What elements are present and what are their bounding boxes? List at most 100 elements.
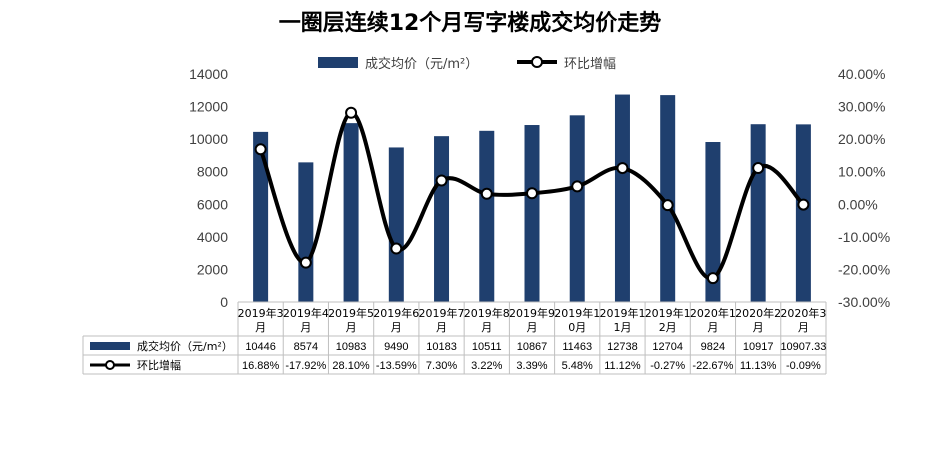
data-label-line: 3.22% xyxy=(471,360,502,372)
x-tick-label: 2019年1 xyxy=(599,306,645,320)
bar xyxy=(569,115,585,302)
table-row-label: 环比增幅 xyxy=(137,358,181,372)
line-point xyxy=(480,187,493,200)
y-left-tick-label: 6000 xyxy=(197,196,228,212)
x-tick-label: 2020年3 xyxy=(780,306,826,320)
line-point xyxy=(299,256,312,269)
y-right-tick-label: 0.00% xyxy=(838,196,878,212)
data-label-line: -22.67% xyxy=(692,360,733,372)
data-label-bar: 12738 xyxy=(607,341,638,353)
table-legend-marker xyxy=(105,360,115,370)
chart-title: 一圈层连续12个月写字楼成交均价走势 xyxy=(279,10,662,36)
legend-marker-line xyxy=(531,56,543,68)
y-right-tick-label: 40.00% xyxy=(838,66,885,82)
data-label-line: 11.12% xyxy=(604,360,641,372)
bar xyxy=(388,147,404,302)
x-tick-label: 2020年2 xyxy=(735,306,781,320)
data-label-line: 11.13% xyxy=(740,360,777,372)
table-legend-bar xyxy=(90,342,130,350)
y-left-tick-label: 4000 xyxy=(197,229,228,245)
line-point xyxy=(435,174,448,187)
line-point xyxy=(661,199,674,212)
x-tick-label: 2019年8 xyxy=(464,306,510,320)
line-point xyxy=(526,187,538,200)
bar xyxy=(253,131,269,302)
bar xyxy=(660,95,676,302)
x-tick-label: 2019年9 xyxy=(509,306,555,320)
line-point xyxy=(752,162,765,175)
x-tick-label: 1月 xyxy=(613,321,631,334)
legend-swatch-bar xyxy=(318,57,358,68)
data-label-bar: 10907.33 xyxy=(780,341,826,353)
x-tick-label: 2019年6 xyxy=(373,306,419,320)
data-label-bar: 10183 xyxy=(426,341,457,353)
x-tick-label: 月 xyxy=(753,321,764,334)
x-tick-label: 月 xyxy=(255,321,266,334)
x-tick-label: 月 xyxy=(527,321,538,334)
bar xyxy=(795,124,811,303)
line-point xyxy=(797,198,810,211)
data-label-bar: 8574 xyxy=(294,341,318,353)
bar xyxy=(614,94,630,302)
x-tick-label: 2019年4 xyxy=(283,306,329,320)
y-right-tick-label: -20.00% xyxy=(838,261,890,277)
data-label-bar: 9824 xyxy=(701,341,725,353)
line-series xyxy=(254,106,810,285)
legend-label-line: 环比增幅 xyxy=(564,57,616,72)
y-left-tick-label: 14000 xyxy=(189,66,228,82)
x-tick-label: 2019年3 xyxy=(238,306,284,320)
data-label-bar: 10446 xyxy=(245,341,276,353)
y-left-tick-label: 12000 xyxy=(189,99,228,115)
data-label-bar: 10511 xyxy=(472,341,502,353)
y-right-tick-label: 10.00% xyxy=(838,164,885,180)
axes: 0 2000 4000 6000 8000 10000 12000 14000 -30.00% -… xyxy=(189,66,890,310)
data-label-line: 16.88% xyxy=(242,360,280,372)
bar xyxy=(750,124,766,302)
x-tick-label: 0月 xyxy=(568,321,586,334)
data-label-line: 28.10% xyxy=(332,360,370,372)
line-point xyxy=(616,162,629,175)
legend-label-bar: 成交均价（元/m²） xyxy=(365,56,478,72)
x-tick-label: 月 xyxy=(391,321,402,334)
table-row-label: 成交均价（元/m²） xyxy=(137,339,233,353)
data-label-bar: 10983 xyxy=(336,341,367,353)
data-label-bar: 10917 xyxy=(743,341,774,353)
x-tick-label: 月 xyxy=(300,321,311,334)
y-right-tick-label: 20.00% xyxy=(838,131,885,147)
x-tick-label: 月 xyxy=(707,321,718,334)
line-point xyxy=(571,180,584,193)
x-tick-label: 月 xyxy=(798,321,809,334)
bar xyxy=(343,123,359,302)
x-tick-label: 2019年1 xyxy=(554,306,600,320)
x-tick-label: 2019年7 xyxy=(419,306,465,320)
data-label-bar: 11463 xyxy=(562,341,592,353)
line-point xyxy=(390,242,403,255)
data-label-line: 7.30% xyxy=(426,360,457,372)
line-point xyxy=(706,272,719,285)
legend: 成交均价（元/m²） 环比增幅 xyxy=(318,56,616,72)
bar xyxy=(479,130,495,302)
y-right-tick-label: 30.00% xyxy=(838,99,885,115)
data-label-line: -0.27% xyxy=(650,360,685,372)
bar xyxy=(434,136,450,302)
data-label-line: -13.59% xyxy=(376,360,417,372)
x-tick-label: 2019年5 xyxy=(328,306,374,320)
data-label-line: 3.39% xyxy=(516,360,547,372)
y-left-tick-label: 10000 xyxy=(189,131,228,147)
data-label-line: -17.92% xyxy=(285,360,326,372)
x-tick-label: 2020年1 xyxy=(690,306,736,320)
y-left-tick-label: 8000 xyxy=(197,164,228,180)
data-label-bar: 12704 xyxy=(652,341,683,353)
data-label-bar: 10867 xyxy=(517,341,548,353)
line-point xyxy=(254,143,267,156)
x-tick-label: 2月 xyxy=(659,321,677,334)
x-tick-label: 月 xyxy=(346,321,357,334)
x-tick-label: 月 xyxy=(481,321,492,334)
bar xyxy=(524,125,540,303)
y-right-tick-label: -10.00% xyxy=(838,229,890,245)
bars xyxy=(253,94,811,303)
data-label-line: -0.09% xyxy=(786,360,821,372)
line-point xyxy=(345,106,358,119)
data-label-line: 5.48% xyxy=(562,360,593,372)
